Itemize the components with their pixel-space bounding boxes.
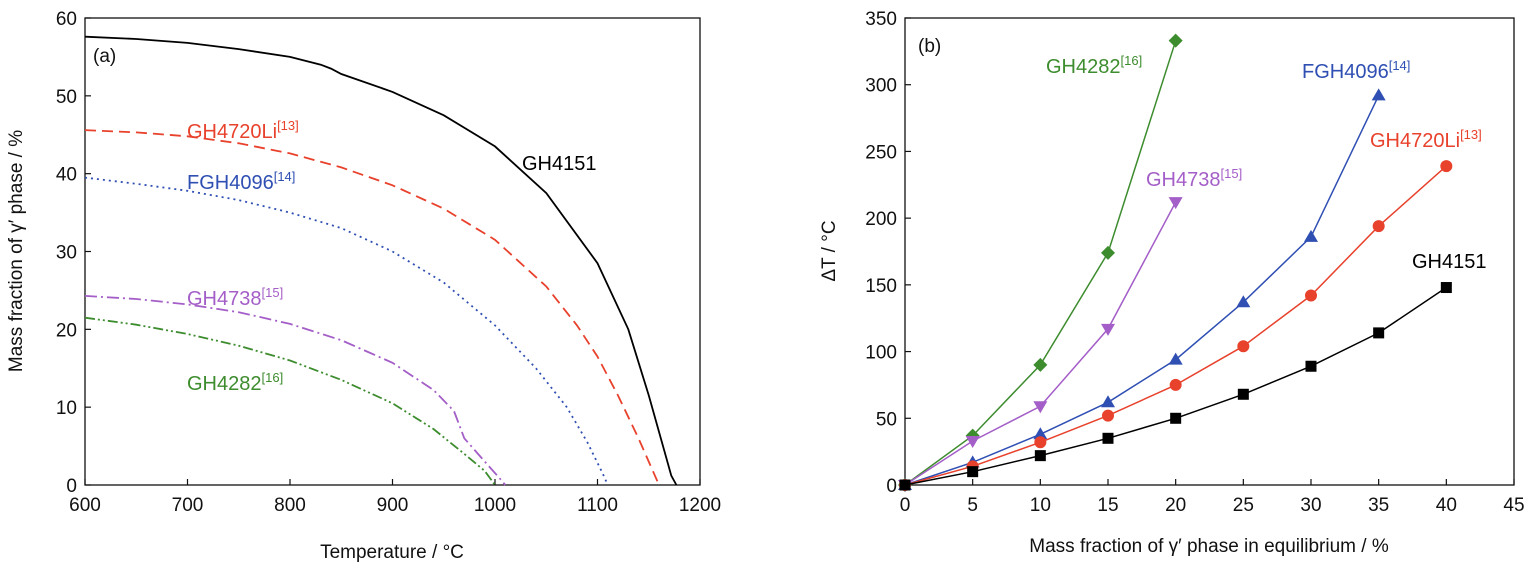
y-tick-label-a: 0	[66, 476, 77, 497]
series-label-gh4738: GH4738[15]	[187, 285, 283, 310]
x-tick-label-b: 35	[1368, 495, 1389, 516]
series-line-gh4720li	[84, 129, 660, 486]
x-axis-label-a: Temperature / °C	[320, 542, 464, 563]
series-label-gh4282: GH4282[16]	[187, 370, 283, 395]
y-tick-label-a: 50	[56, 87, 77, 108]
data-point-fgh4096	[1304, 229, 1318, 242]
x-tick-label-a: 1100	[577, 495, 618, 516]
series-line-fgh4096	[84, 176, 609, 486]
x-axis-label-b: Mass fraction of γ′ phase in equilibrium…	[1029, 536, 1389, 557]
series-fgh4096-a: FGH4096[14]	[84, 169, 609, 486]
chart-panel-b: 0 5 10 15 20 25 30 35 40 45 0 50 100 150 200 250 300 350 M…	[819, 9, 1525, 557]
series-line-gh4282	[904, 40, 1177, 486]
y-tick-label-b: 300	[865, 76, 897, 97]
x-tick-label-b: 20	[1165, 495, 1186, 516]
x-tick-label-b: 45	[1503, 495, 1524, 516]
series-label-gh4151: GH4151	[522, 153, 597, 175]
series-gh4282-a: GH4282[16]	[84, 316, 496, 486]
data-point-gh4151	[1305, 360, 1317, 372]
y-tick-label-b: 350	[865, 9, 897, 30]
data-point-gh4720li	[1169, 378, 1182, 391]
y-tick-label-b: 250	[865, 142, 897, 163]
data-point-gh4282	[1168, 33, 1183, 48]
chart-panel-a: 600 700 800 900 1000 1100 1200 0 10 20 30 40 50 60 Tem…	[6, 9, 721, 563]
series-line-gh4151	[84, 35, 678, 486]
y-tick-label-a: 60	[56, 9, 77, 30]
y-axis-label-b: ΔT / °C	[819, 220, 840, 281]
data-point-gh4738	[1033, 401, 1048, 414]
plot-frame-b	[904, 17, 1515, 486]
data-point-gh4151	[1373, 327, 1385, 339]
y-tick-label-b: 100	[865, 343, 897, 364]
series-label-gh4720li: GH4720Li[13]	[187, 118, 299, 143]
data-point-gh4738	[965, 435, 980, 448]
y-axis-label-a: Mass fraction of γ′ phase / %	[6, 130, 27, 372]
series-gh4282-b: GH4282[16]	[898, 33, 1183, 492]
series-line-gh4720li	[904, 165, 1447, 486]
x-tick-label-a: 1000	[474, 495, 516, 516]
x-tick-label-b: 15	[1097, 495, 1118, 516]
x-tick-label-b: 5	[967, 495, 978, 516]
x-tick-label-b: 30	[1300, 495, 1321, 516]
series-gh4720li-a: GH4720Li[13]	[84, 118, 660, 486]
data-point-gh4151	[899, 479, 911, 491]
data-point-fgh4096	[1033, 427, 1048, 440]
series-label-gh4151: GH4151	[1412, 251, 1487, 273]
x-tick-label-a: 800	[274, 495, 306, 516]
x-tick-label-a: 900	[377, 495, 409, 516]
x-tick-label-b: 25	[1233, 495, 1254, 516]
x-tick-label-a: 700	[172, 495, 204, 516]
x-tick-label-a: 1200	[679, 495, 721, 516]
y-tick-label-b: 150	[865, 276, 897, 297]
series-fgh4096-b: FGH4096[14]	[898, 58, 1410, 490]
y-tick-label-a: 20	[56, 320, 77, 341]
data-point-gh4720li	[1305, 289, 1317, 302]
series-gh4151-a: GH4151	[84, 35, 678, 486]
x-tick-label-b: 0	[900, 495, 911, 516]
panel-label-b: (b)	[918, 36, 941, 57]
x-tick-label-b: 10	[1030, 495, 1051, 516]
data-point-gh4282	[1033, 357, 1048, 372]
data-point-gh4720li	[1034, 436, 1047, 449]
y-tick-label-b: 200	[865, 209, 897, 230]
data-point-gh4151	[1034, 450, 1046, 462]
data-point-gh4738	[1168, 197, 1183, 210]
panel-label-a: (a)	[93, 46, 116, 67]
data-point-gh4720li	[1102, 409, 1114, 422]
data-point-gh4720li	[1372, 220, 1385, 233]
y-tick-label-b: 0	[886, 476, 897, 497]
y-tick-label-b: 50	[876, 409, 897, 430]
series-label-gh4720li: GH4720Li[13]	[1370, 127, 1482, 152]
data-point-fgh4096	[1236, 295, 1251, 308]
series-label-gh4282: GH4282[16]	[1046, 53, 1142, 78]
data-point-gh4151	[1170, 412, 1182, 424]
series-line-gh4738	[84, 295, 506, 486]
series-gh4720li-b: GH4720Li[13]	[899, 127, 1482, 491]
data-point-fgh4096	[1101, 395, 1115, 408]
y-tick-label-a: 30	[56, 243, 77, 264]
data-point-fgh4096	[1168, 352, 1183, 365]
series-gh4738-a: GH4738[15]	[84, 285, 506, 486]
series-label-fgh4096: FGH4096[14]	[187, 169, 295, 194]
data-point-gh4282	[1101, 245, 1115, 260]
data-point-gh4738	[1101, 323, 1115, 336]
data-point-gh4151	[1102, 432, 1114, 444]
y-tick-label-a: 10	[56, 398, 77, 419]
data-point-gh4151	[1237, 388, 1249, 400]
y-tick-label-a: 40	[56, 165, 77, 186]
data-point-gh4151	[967, 466, 979, 478]
data-point-gh4720li	[1237, 340, 1250, 353]
x-tick-label-b: 40	[1436, 495, 1457, 516]
data-point-gh4720li	[1440, 160, 1453, 173]
series-line-gh4282	[84, 316, 496, 486]
data-point-fgh4096	[1371, 88, 1386, 101]
series-label-fgh4096: FGH4096[14]	[1302, 58, 1410, 83]
x-tick-label-a: 600	[69, 495, 101, 516]
series-gh4738-b: GH4738[15]	[898, 166, 1242, 492]
series-gh4151-b: GH4151	[899, 251, 1487, 491]
series-label-gh4738: GH4738[15]	[1146, 166, 1242, 191]
series-line-fgh4096	[904, 95, 1380, 486]
data-point-gh4151	[1440, 282, 1452, 294]
